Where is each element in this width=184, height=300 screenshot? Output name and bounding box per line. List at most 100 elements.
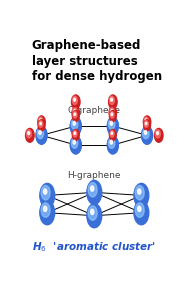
Circle shape — [38, 116, 45, 128]
Circle shape — [28, 132, 30, 135]
Circle shape — [157, 132, 158, 135]
Circle shape — [110, 140, 112, 144]
Circle shape — [36, 127, 47, 144]
Circle shape — [39, 121, 43, 128]
Circle shape — [144, 117, 148, 124]
Circle shape — [74, 113, 76, 116]
Circle shape — [108, 119, 115, 129]
Circle shape — [71, 119, 78, 129]
Circle shape — [110, 121, 112, 125]
Circle shape — [87, 204, 102, 228]
Circle shape — [110, 130, 114, 137]
Circle shape — [40, 119, 41, 121]
Circle shape — [74, 98, 75, 101]
Circle shape — [107, 117, 118, 135]
Circle shape — [41, 203, 50, 217]
Circle shape — [73, 127, 77, 134]
Circle shape — [70, 117, 81, 135]
Circle shape — [74, 110, 76, 112]
Circle shape — [40, 183, 55, 207]
Circle shape — [40, 201, 55, 225]
Circle shape — [109, 130, 116, 140]
Circle shape — [26, 128, 34, 142]
Circle shape — [108, 138, 115, 148]
Circle shape — [72, 107, 79, 119]
Circle shape — [107, 136, 118, 154]
Circle shape — [72, 110, 79, 122]
Circle shape — [107, 136, 118, 154]
Circle shape — [40, 122, 41, 125]
Circle shape — [110, 127, 114, 134]
Circle shape — [73, 130, 77, 137]
Circle shape — [138, 206, 141, 212]
Circle shape — [26, 130, 31, 138]
Circle shape — [155, 130, 160, 138]
Circle shape — [138, 189, 141, 194]
Text: H-graphene: H-graphene — [68, 171, 121, 180]
Circle shape — [39, 130, 41, 134]
Circle shape — [74, 128, 76, 131]
Circle shape — [144, 130, 147, 134]
Circle shape — [72, 130, 79, 140]
Circle shape — [91, 209, 94, 214]
Circle shape — [145, 119, 147, 121]
Circle shape — [73, 121, 75, 125]
Circle shape — [109, 95, 117, 109]
Circle shape — [70, 136, 81, 154]
Circle shape — [71, 138, 78, 148]
Circle shape — [71, 119, 78, 129]
Circle shape — [142, 127, 153, 144]
Circle shape — [73, 108, 77, 115]
Circle shape — [143, 128, 149, 139]
Circle shape — [109, 107, 116, 119]
Circle shape — [74, 132, 76, 134]
Circle shape — [109, 110, 116, 122]
Circle shape — [73, 121, 75, 125]
Circle shape — [70, 136, 81, 154]
Circle shape — [143, 128, 149, 139]
Circle shape — [44, 206, 47, 212]
Circle shape — [145, 122, 147, 125]
Circle shape — [70, 117, 81, 135]
Circle shape — [39, 130, 41, 134]
Circle shape — [108, 119, 115, 129]
Circle shape — [73, 140, 75, 144]
Text: C-graphene: C-graphene — [68, 106, 121, 115]
Circle shape — [73, 112, 77, 118]
Circle shape — [44, 189, 47, 194]
Circle shape — [144, 120, 151, 131]
Circle shape — [73, 140, 75, 144]
Circle shape — [135, 203, 144, 217]
Circle shape — [111, 98, 113, 101]
Circle shape — [88, 206, 97, 220]
Text: Graphene-based
layer structures
for dense hydrogen: Graphene-based layer structures for dens… — [32, 40, 162, 83]
Circle shape — [135, 185, 144, 200]
Circle shape — [111, 128, 113, 131]
Circle shape — [142, 127, 153, 144]
Circle shape — [91, 186, 94, 191]
Circle shape — [38, 117, 43, 124]
Circle shape — [107, 117, 118, 135]
Text: H$_6$  'aromatic cluster': H$_6$ 'aromatic cluster' — [32, 241, 156, 254]
Circle shape — [109, 96, 114, 104]
Circle shape — [72, 126, 79, 138]
Circle shape — [111, 110, 113, 112]
Circle shape — [110, 121, 112, 125]
Circle shape — [109, 126, 116, 138]
Circle shape — [144, 121, 148, 128]
Circle shape — [37, 128, 44, 139]
Circle shape — [108, 138, 115, 148]
Circle shape — [71, 138, 78, 148]
Circle shape — [87, 180, 102, 204]
Circle shape — [88, 182, 97, 197]
Circle shape — [110, 108, 114, 115]
Circle shape — [111, 113, 113, 116]
Circle shape — [144, 130, 147, 134]
Circle shape — [72, 95, 80, 109]
Circle shape — [110, 140, 112, 144]
Circle shape — [155, 128, 163, 142]
Circle shape — [41, 185, 50, 200]
Circle shape — [134, 201, 149, 225]
Circle shape — [143, 116, 151, 128]
Circle shape — [38, 120, 45, 131]
